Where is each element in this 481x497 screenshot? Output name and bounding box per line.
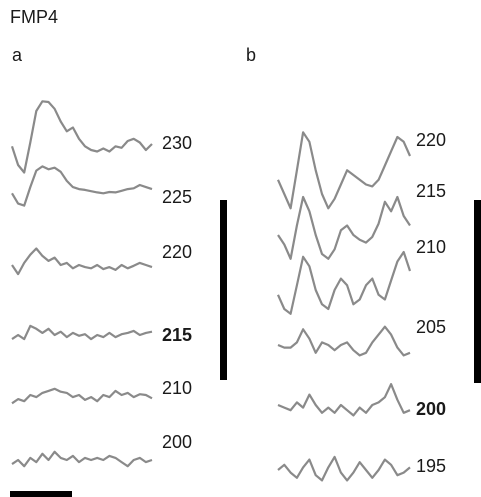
trace-label-a-215: 215 [162,325,193,345]
trace-label-a-200: 200 [162,432,193,452]
trace-b-210 [276,250,412,315]
trace-a-230 [10,100,153,174]
trace-label-b-220: 220 [416,130,447,150]
trace-a-200 [11,450,153,468]
panel-a-label: a [12,45,23,65]
trace-label-a-210: 210 [162,378,193,398]
trace-label-b-200: 200 [416,399,447,419]
trace-a-215 [11,324,153,341]
time-scale-bar [10,491,72,497]
trace-label-b-205: 205 [416,317,447,337]
trace-b-220 [276,131,412,210]
panel-b-label: b [246,45,257,65]
trace-a-225 [11,165,153,207]
panel-b-traces [276,131,412,482]
trace-label-a-220: 220 [162,242,193,262]
trace-label-b-210: 210 [416,237,447,257]
panel-a-traces [10,100,153,468]
trace-b-200 [277,383,411,417]
trace-label-b-195: 195 [416,456,447,476]
trace-b-195 [277,455,411,482]
trace-label-b-215: 215 [416,181,447,201]
trace-b-215 [277,195,411,260]
trace-label-a-225: 225 [162,187,193,207]
trace-label-a-230: 230 [162,133,193,153]
trace-b-205 [277,325,411,357]
trace-a-220 [11,247,153,276]
panel-b-scale-bar [474,200,481,383]
figure-title: FMP4 [10,7,59,27]
trace-a-210 [11,387,153,405]
panel-a-scale-bar [220,200,227,380]
